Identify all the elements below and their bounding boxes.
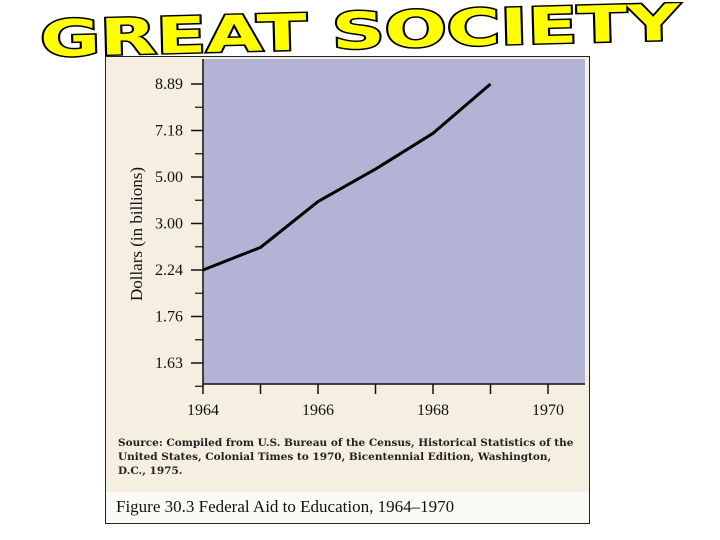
banner-title: GREAT SOCIETY [39, 2, 681, 58]
y-axis-title: Dollars (in billions) [127, 167, 146, 301]
y-tick-label: 2.24 [155, 262, 183, 279]
x-tick-label: 1964 [187, 402, 219, 419]
y-tick-label: 3.00 [155, 216, 183, 233]
y-ticks: 8.89 7.18 5.00 3.00 2.24 1.76 1.63 [155, 76, 203, 387]
series-line [202, 82, 492, 272]
y-tick-label: 7.18 [155, 123, 183, 140]
caption-strip [106, 492, 589, 523]
y-tick-label: 1.76 [155, 309, 183, 326]
x-tick-label: 1968 [417, 402, 449, 419]
y-tick-label: 5.00 [155, 169, 183, 186]
x-tick-label: 1966 [302, 402, 334, 419]
line-chart: 8.897.185.003.002.241.761.63 1964 1966 196… [127, 59, 585, 419]
plot-area [203, 59, 585, 384]
y-tick-label: 8.89 [155, 76, 183, 93]
y-tick-label: 1.63 [155, 355, 183, 372]
x-tick-label: 1970 [532, 402, 564, 419]
source-note: Source: Compiled from U.S. Bureau of the… [118, 437, 574, 477]
x-ticks: 1964 1966 1968 1970 [187, 384, 564, 419]
figure-caption: Figure 30.3 Federal Aid to Education, 19… [116, 497, 455, 516]
great-society-banner: GREAT SOCIETY [38, 2, 683, 58]
